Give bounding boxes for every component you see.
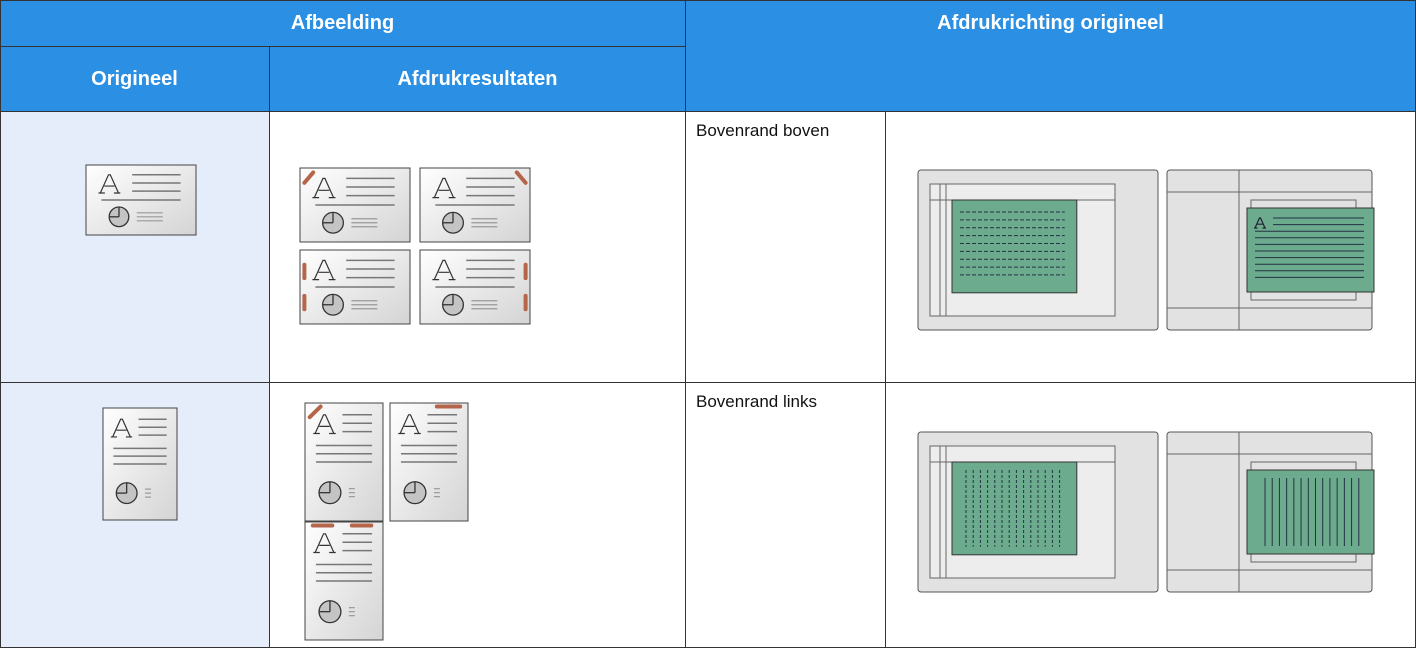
cell (0, 383, 270, 648)
header-column: Afdrukresultaten (270, 47, 686, 112)
cell (0, 112, 270, 383)
orientation-label: Bovenrand boven (696, 121, 830, 140)
orientation-label: Bovenrand links (696, 392, 817, 411)
cell: Bovenrand boven (686, 112, 886, 383)
header-text: Afbeelding (290, 11, 395, 34)
header-group: Afbeelding (0, 0, 686, 47)
cell (270, 383, 686, 648)
cell (886, 383, 1416, 648)
header-group: Afdrukrichting origineel (686, 0, 1416, 112)
cell (886, 112, 1416, 383)
header-text: Afdrukresultaten (397, 67, 558, 90)
header-text: Afdrukrichting origineel (937, 12, 1164, 34)
cell: Bovenrand links (686, 383, 886, 648)
header-column: Origineel (0, 47, 270, 112)
cell (270, 112, 686, 383)
header-text: Origineel (91, 67, 178, 90)
